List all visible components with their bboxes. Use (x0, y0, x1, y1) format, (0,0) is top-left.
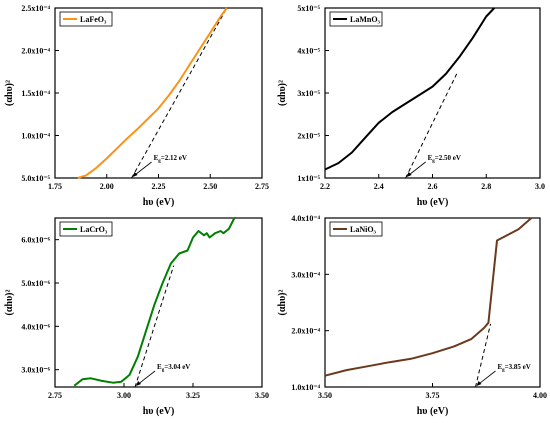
y-tick-label: 1.5x10⁻⁴ (21, 89, 50, 98)
legend-label: LaNiO₃ (350, 225, 377, 234)
legend-box (59, 221, 113, 237)
annotation-value: =2.50 eV (435, 154, 461, 162)
panel-lafeo3: 1.75 2.00 2.25 2.50 2.75 5.0x10⁻⁵ 1.0x10⁻⁴ 1.5x… (4, 4, 269, 208)
y-tick-label: 1.0x10⁻⁴ (21, 132, 50, 141)
y-tick-label: 4.0x10⁻⁴ (291, 214, 320, 223)
annotation-symbol: E (428, 154, 433, 162)
x-tick-label: 3.0 (535, 182, 545, 191)
y-tick-label: 2.0x10⁻⁴ (291, 327, 320, 336)
plot-frame (54, 217, 263, 388)
series-line (77, 7, 228, 179)
series-line (73, 217, 236, 387)
band-gap-annotation: Eg=2.12 eV (154, 154, 187, 164)
y-tick-label: 6.0x10⁻⁶ (21, 236, 50, 245)
legend-label: LaFeO₃ (80, 15, 107, 24)
annotation-subscript: g (162, 368, 165, 373)
annotation-arrowhead (406, 172, 412, 177)
y-tick-label: 3.0x10⁻⁶ (21, 366, 50, 375)
annotation-arrow (477, 370, 496, 386)
annotation-arrowhead (136, 381, 142, 386)
y-tick-label: 3x10⁻⁵ (297, 89, 320, 98)
annotation-symbol: E (154, 154, 159, 162)
y-tick-label: 3.0x10⁻⁴ (291, 270, 320, 279)
y-tick-label: 4.0x10⁻⁶ (21, 322, 50, 331)
annotation-subscript: g (502, 368, 505, 373)
x-tick-label: 1.75 (48, 182, 62, 191)
annotation-value: =3.04 eV (164, 363, 190, 371)
x-tick-label: 2.8 (481, 182, 491, 191)
x-tick-label: 3.75 (426, 391, 440, 400)
panel-lamno3: 2.2 2.4 2.6 2.8 3.0 1x10⁻⁵ 2x10⁻⁵ 3x10⁻⁵ 4x10⁻⁵ 5… (277, 4, 545, 208)
x-tick-label: 3.25 (186, 391, 200, 400)
annotation-value: =2.12 eV (161, 154, 187, 162)
y-axis-title: (αhυ)² (277, 290, 288, 316)
legend-box (59, 11, 113, 27)
x-tick-label: 3.50 (318, 391, 332, 400)
y-tick-label: 5.0x10⁻⁶ (21, 279, 50, 288)
x-axis-title: hυ (eV) (417, 406, 449, 417)
annotation-value: =3.85 eV (505, 363, 531, 371)
legend-box (329, 221, 383, 237)
x-tick-label: 2.2 (320, 182, 330, 191)
tangent-fit-line (475, 323, 492, 388)
annotation-arrow (407, 161, 426, 177)
x-tick-label: 2.4 (374, 182, 384, 191)
annotation-symbol: E (157, 363, 162, 371)
plot-frame (324, 217, 541, 388)
annotation-subscript: g (158, 159, 161, 164)
plot-frame (54, 7, 263, 179)
x-tick-label: 2.25 (152, 182, 166, 191)
tangent-fit-line (131, 7, 228, 179)
band-gap-annotation: Eg=2.50 eV (428, 154, 461, 164)
x-tick-label: 4.00 (533, 391, 547, 400)
annotation-arrowhead (476, 381, 482, 386)
y-tick-label: 1x10⁻⁵ (297, 174, 320, 183)
panel-lanio3: 3.50 3.75 4.00 1.0x10⁻⁴ 2.0x10⁻⁴ 3.0x10⁻⁴ 4.0x… (277, 214, 547, 417)
x-axis-title: hυ (eV) (143, 406, 175, 417)
tangent-fit-line (134, 265, 175, 388)
annotation-subscript: g (432, 159, 435, 164)
y-tick-label: 5x10⁻⁵ (297, 4, 320, 13)
y-axis-title: (αhυ)² (4, 290, 15, 316)
x-tick-label: 2.50 (203, 182, 217, 191)
x-axis-title: hυ (eV) (143, 197, 175, 208)
x-tick-label: 2.00 (100, 182, 114, 191)
legend-box (329, 11, 383, 27)
y-tick-label: 2.0x10⁻⁴ (21, 47, 50, 56)
x-tick-label: 3.50 (255, 391, 269, 400)
y-tick-label: 5.0x10⁻⁵ (21, 174, 50, 183)
plot-frame (324, 7, 541, 179)
annotation-arrow (136, 370, 156, 386)
legend-label: LaCrO₃ (80, 225, 108, 234)
y-tick-label: 4x10⁻⁵ (297, 47, 320, 56)
band-gap-annotation: Eg=3.04 eV (157, 363, 190, 373)
y-axis-title: (αhυ)² (4, 80, 15, 106)
series-line (324, 217, 533, 377)
y-tick-label: 2x10⁻⁵ (297, 132, 320, 141)
y-tick-label: 2.5x10⁻⁴ (21, 4, 50, 13)
x-axis-title: hυ (eV) (417, 197, 449, 208)
x-tick-label: 3.00 (117, 391, 131, 400)
x-tick-label: 2.75 (48, 391, 62, 400)
y-axis-title: (αhυ)² (277, 80, 288, 106)
band-gap-annotation: Eg=3.85 eV (498, 363, 531, 373)
series-line (324, 7, 496, 171)
x-tick-label: 2.75 (255, 182, 269, 191)
legend-label: LaMnO₃ (350, 15, 381, 24)
annotation-symbol: E (498, 363, 503, 371)
annotation-arrowhead (132, 172, 138, 177)
panel-lacro3: 2.75 3.00 3.25 3.50 3.0x10⁻⁶ 4.0x10⁻⁶ 5.0x10⁻⁶… (4, 217, 269, 417)
tangent-fit-line (405, 73, 458, 179)
x-tick-label: 2.6 (428, 182, 438, 191)
y-tick-label: 1.0x10⁻⁴ (291, 383, 320, 392)
annotation-arrow (133, 161, 152, 177)
